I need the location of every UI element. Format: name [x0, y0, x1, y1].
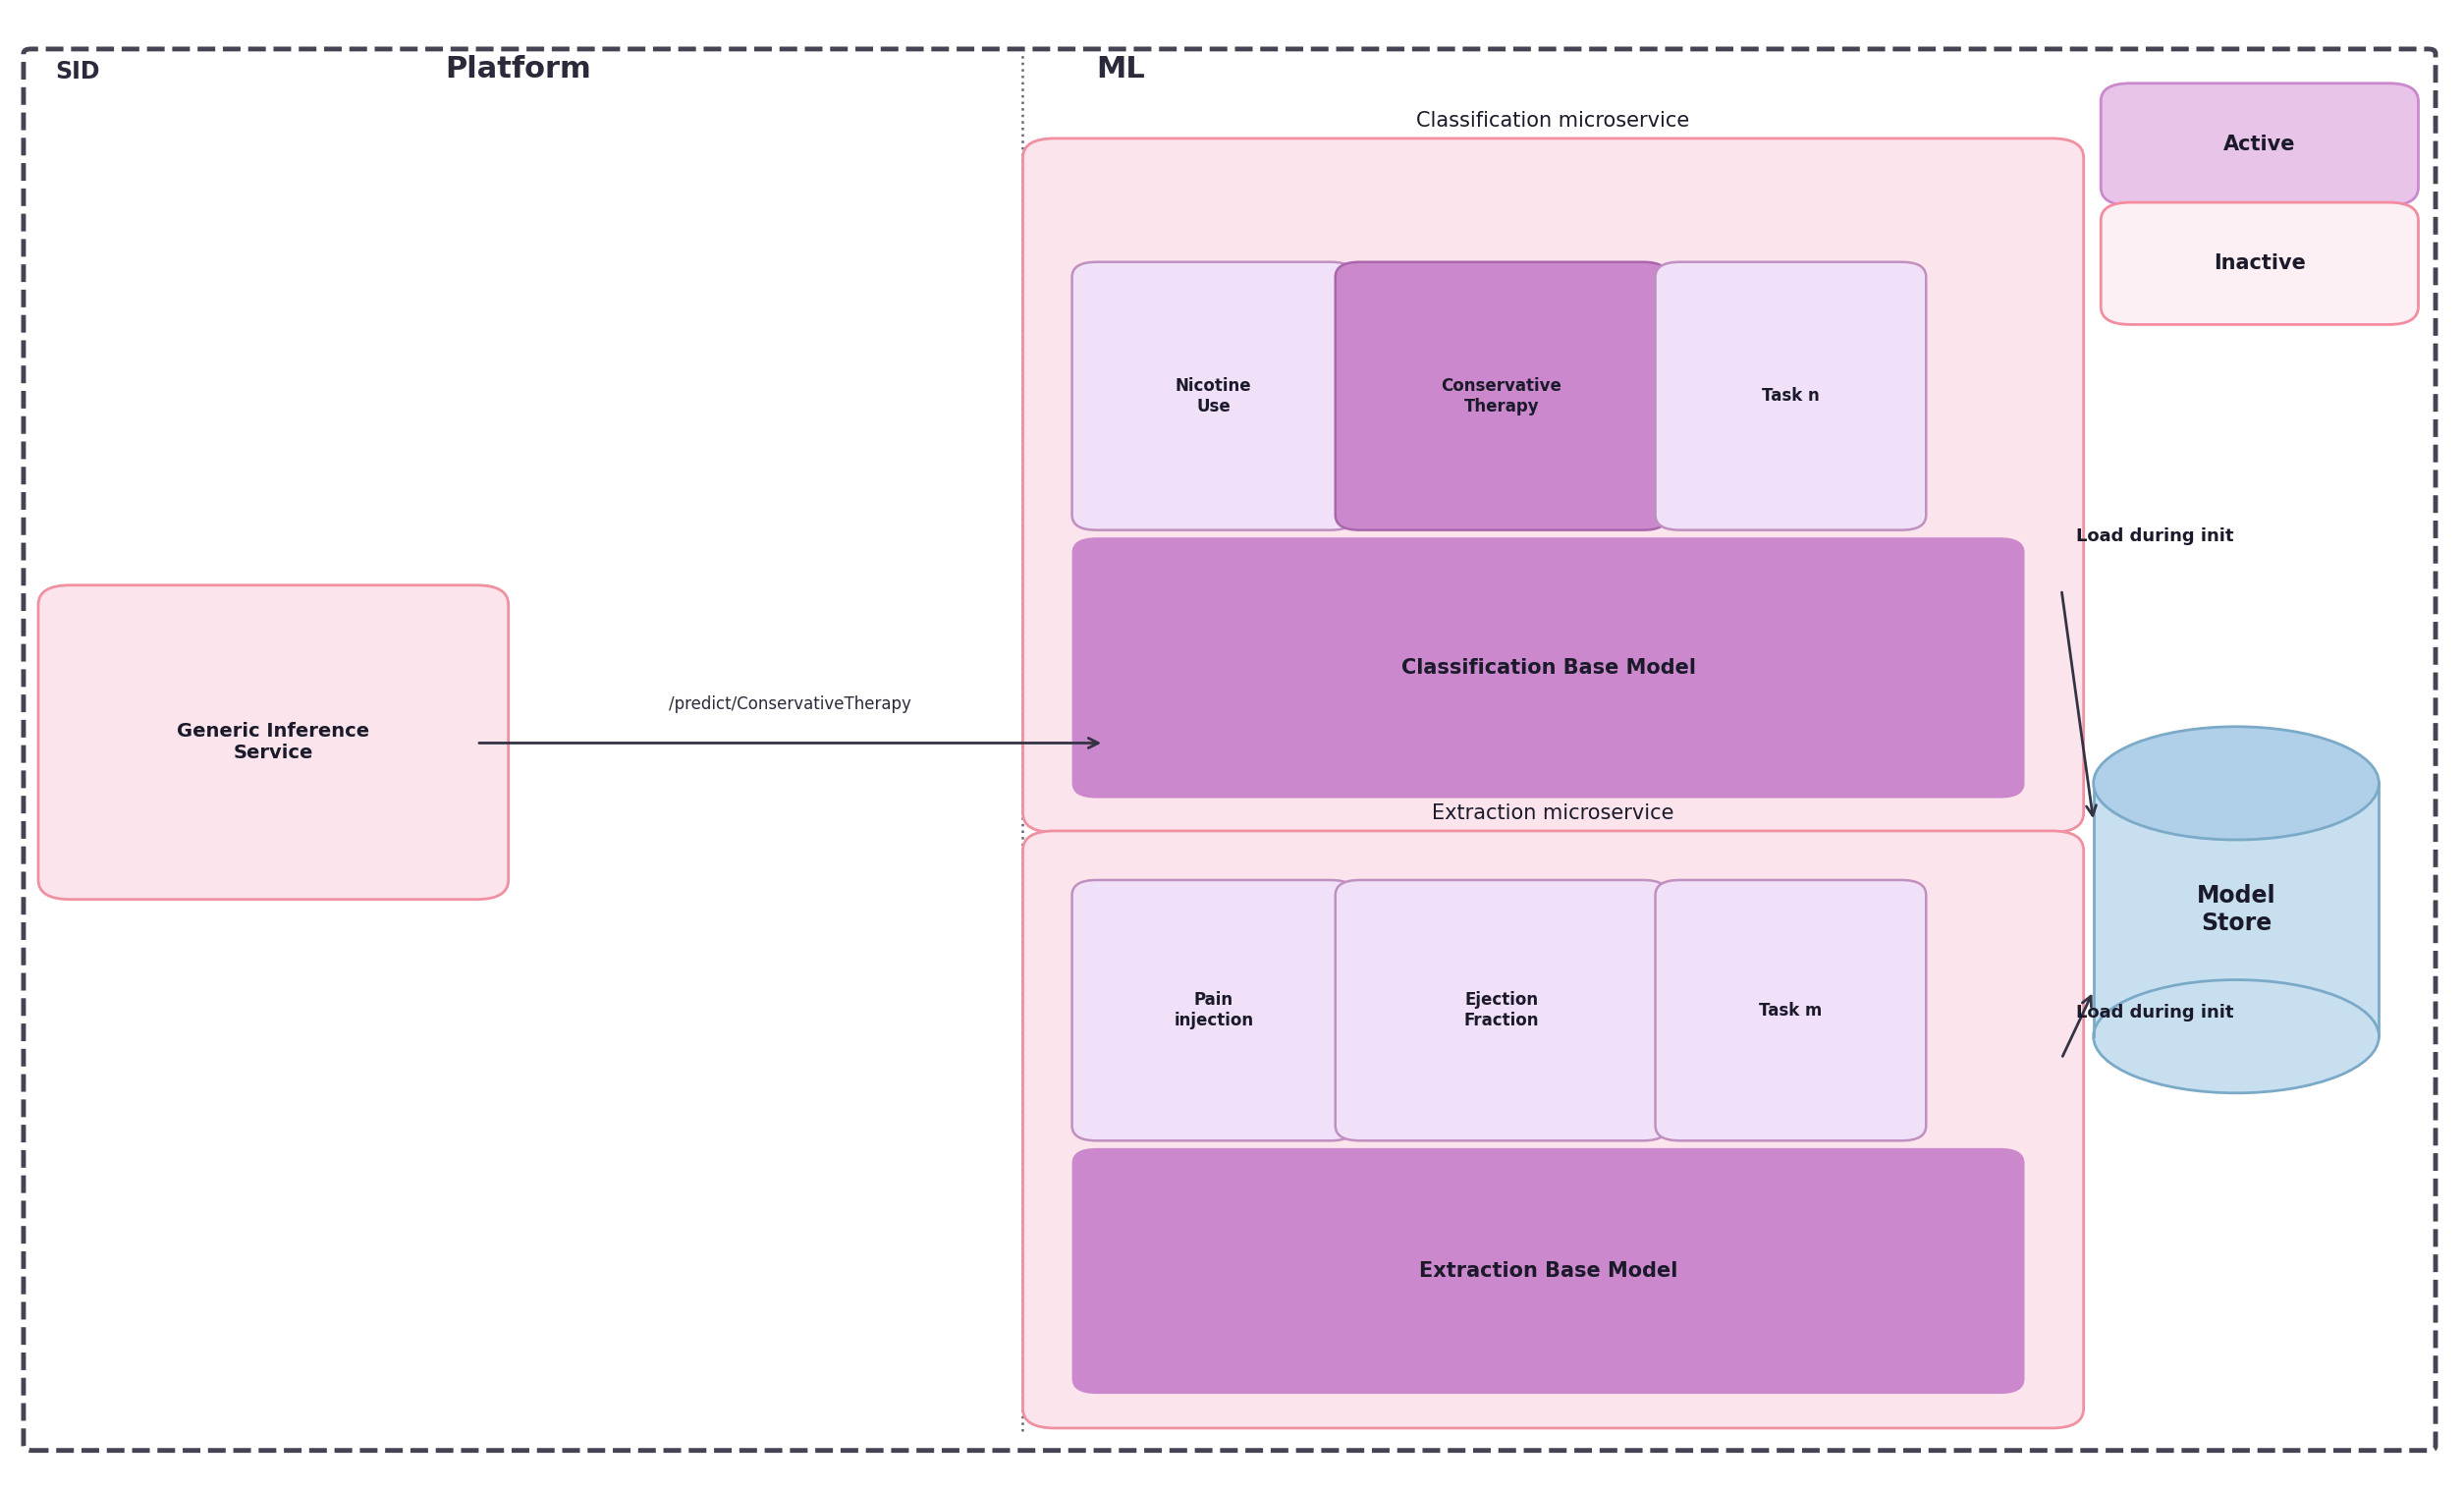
Text: Nicotine
Use: Nicotine Use — [1175, 377, 1252, 415]
Text: /predict/ConservativeTherapy: /predict/ConservativeTherapy — [670, 695, 912, 713]
Text: Classification microservice: Classification microservice — [1417, 112, 1690, 131]
Ellipse shape — [2094, 980, 2378, 1094]
Text: Generic Inference
Service: Generic Inference Service — [177, 722, 370, 762]
FancyBboxPatch shape — [39, 585, 508, 900]
Text: Extraction Base Model: Extraction Base Model — [1419, 1261, 1678, 1280]
Text: SID: SID — [57, 60, 101, 84]
Ellipse shape — [2094, 727, 2378, 840]
Text: Load during init: Load during init — [2077, 1004, 2235, 1022]
Text: Conservative
Therapy: Conservative Therapy — [1441, 377, 1562, 415]
FancyBboxPatch shape — [2102, 203, 2417, 325]
FancyBboxPatch shape — [1023, 831, 2085, 1428]
Bar — [2094, 783, 2378, 1037]
Text: Platform: Platform — [446, 55, 591, 84]
FancyBboxPatch shape — [1072, 1149, 2025, 1394]
FancyBboxPatch shape — [1072, 880, 1355, 1141]
Text: Classification Base Model: Classification Base Model — [1402, 658, 1695, 677]
FancyBboxPatch shape — [1023, 139, 2085, 833]
Text: Extraction microservice: Extraction microservice — [1432, 804, 1673, 824]
Text: Task m: Task m — [1759, 1001, 1823, 1019]
FancyBboxPatch shape — [1072, 537, 2025, 798]
Text: Active: Active — [2223, 134, 2296, 154]
Text: Task n: Task n — [1762, 388, 1818, 404]
Text: ML: ML — [1096, 55, 1146, 84]
FancyBboxPatch shape — [1335, 880, 1668, 1141]
Text: Ejection
Fraction: Ejection Fraction — [1464, 991, 1540, 1029]
FancyBboxPatch shape — [1072, 263, 1355, 530]
Text: Pain
injection: Pain injection — [1173, 991, 1254, 1029]
Text: Inactive: Inactive — [2213, 254, 2306, 273]
FancyBboxPatch shape — [1335, 263, 1668, 530]
Text: Model
Store: Model Store — [2195, 885, 2277, 935]
FancyBboxPatch shape — [2102, 84, 2417, 206]
Text: Load during init: Load during init — [2077, 527, 2235, 545]
FancyBboxPatch shape — [1656, 880, 1927, 1141]
FancyBboxPatch shape — [1656, 263, 1927, 530]
